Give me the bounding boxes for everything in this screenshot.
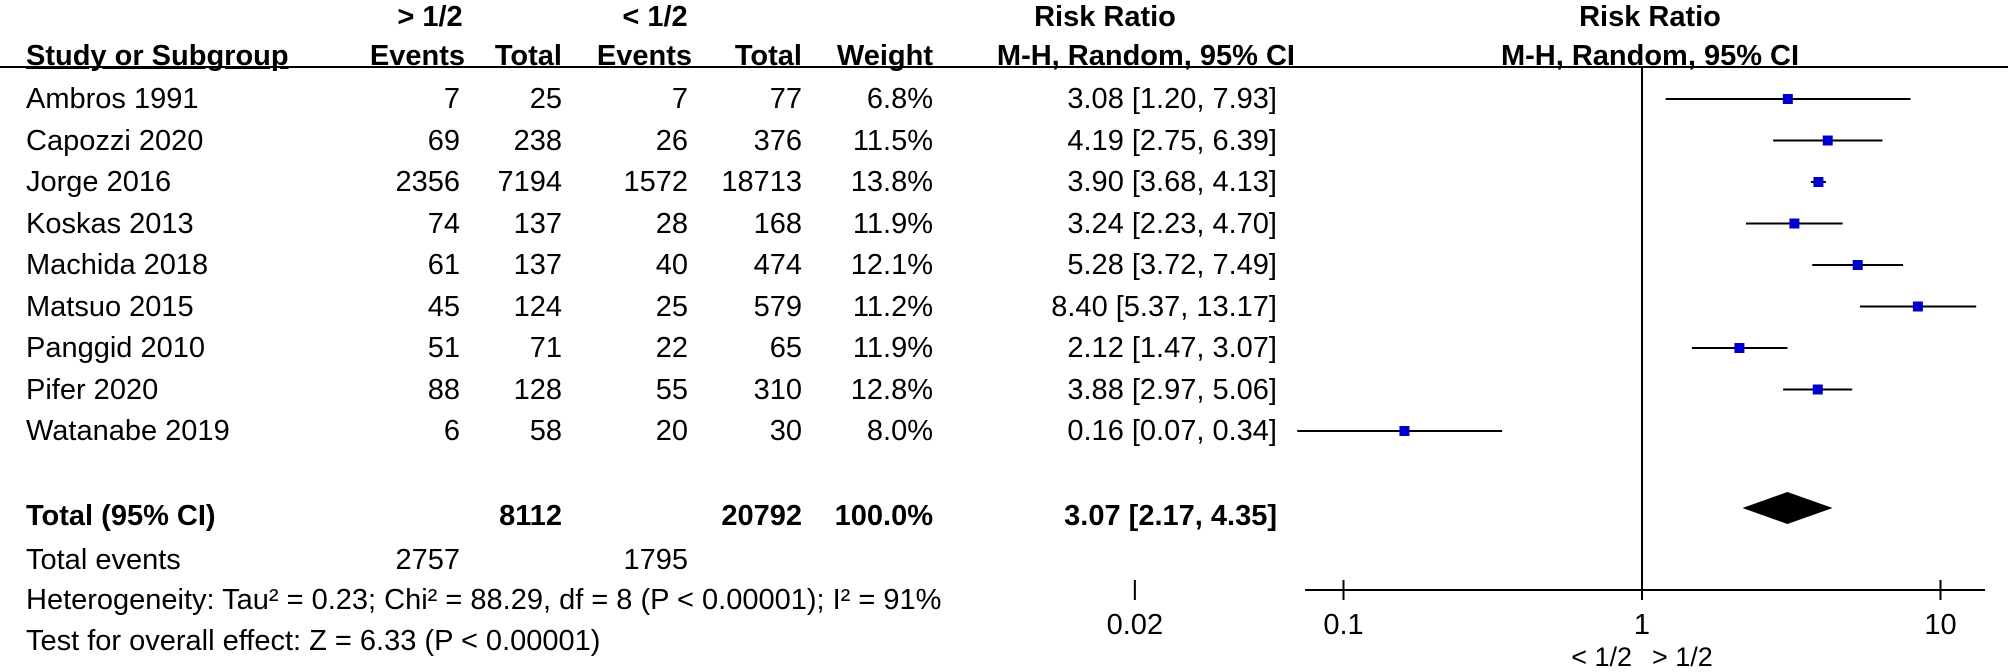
total-t1: 8112: [499, 500, 562, 532]
study-ci: 2.12 [1.47, 3.07]: [1067, 332, 1277, 364]
study-name: Ambros 1991: [26, 83, 199, 115]
study-weight: 11.2%: [852, 291, 933, 323]
study-weight: 8.0%: [866, 415, 933, 447]
point-marker: [1782, 94, 1793, 104]
favours-right-label: > 1/2: [1652, 642, 1713, 672]
x-tick-label: 1: [1634, 609, 1650, 641]
study-total2: 579: [753, 291, 802, 323]
total-events-e1: 2757: [395, 544, 460, 576]
study-total2: 30: [769, 415, 802, 447]
study-ci: 3.24 [2.23, 4.70]: [1067, 208, 1277, 240]
study-events2: 40: [655, 249, 688, 281]
study-name: Capozzi 2020: [26, 125, 204, 157]
study-total1: 137: [513, 208, 562, 240]
study-total2: 168: [753, 208, 802, 240]
point-marker: [1399, 426, 1410, 436]
study-events1: 6: [443, 415, 460, 447]
total-events-label: Total events: [26, 544, 181, 576]
effect-title: Risk Ratio: [1034, 1, 1176, 33]
study-total1: 238: [513, 125, 562, 157]
point-marker: [1789, 218, 1800, 229]
study-total2: 18713: [721, 166, 802, 198]
study-total1: 128: [513, 374, 562, 406]
study-name: Watanabe 2019: [26, 415, 230, 447]
point-marker: [1813, 177, 1824, 187]
study-total1: 137: [513, 249, 562, 281]
group2-header: < 1/2: [622, 1, 688, 33]
study-total1: 71: [529, 332, 562, 364]
study-total2: 474: [753, 249, 802, 281]
pooled-diamond: [1742, 492, 1833, 524]
study-ci: 4.19 [2.75, 6.39]: [1067, 125, 1277, 157]
study-total2: 65: [769, 332, 802, 364]
study-events2: 26: [655, 125, 688, 157]
point-marker: [1912, 301, 1923, 312]
study-events1: 61: [427, 249, 460, 281]
study-total2: 77: [769, 83, 802, 115]
study-weight: 12.8%: [850, 374, 933, 406]
point-marker: [1822, 135, 1833, 146]
study-name: Koskas 2013: [26, 208, 194, 240]
study-events2: 1572: [623, 166, 688, 198]
point-marker: [1734, 343, 1745, 353]
study-weight: 11.5%: [852, 125, 933, 157]
study-weight: 11.9%: [852, 332, 933, 364]
point-marker: [1852, 260, 1863, 270]
total-weight: 100.0%: [834, 500, 933, 532]
study-events1: 7: [443, 83, 460, 115]
study-weight: 11.9%: [852, 208, 933, 240]
overall-effect-text: Test for overall effect: Z = 6.33 (P < 0…: [26, 625, 601, 657]
study-events2: 55: [655, 374, 688, 406]
study-events1: 74: [427, 208, 460, 240]
study-total1: 58: [529, 415, 562, 447]
favours-left-label: < 1/2: [1571, 642, 1632, 672]
study-events1: 88: [427, 374, 460, 406]
study-total2: 310: [753, 374, 802, 406]
study-ci: 3.90 [3.68, 4.13]: [1067, 166, 1277, 198]
study-name: Jorge 2016: [26, 166, 172, 198]
x-tick-label: 0.02: [1107, 609, 1163, 641]
study-weight: 6.8%: [866, 83, 933, 115]
study-total1: 7194: [497, 166, 562, 198]
study-ci: 0.16 [0.07, 0.34]: [1067, 415, 1277, 447]
point-marker: [1812, 384, 1823, 395]
study-name: Machida 2018: [26, 249, 209, 281]
total-t2: 20792: [721, 500, 802, 532]
study-weight: 12.1%: [850, 249, 933, 281]
study-events2: 25: [655, 291, 688, 323]
study-total1: 124: [513, 291, 562, 323]
total-events-e2: 1795: [623, 544, 688, 576]
study-name: Pifer 2020: [26, 374, 159, 406]
x-tick-label: 0.1: [1323, 609, 1363, 641]
total-ci: 3.07 [2.17, 4.35]: [1064, 500, 1277, 532]
study-events1: 51: [427, 332, 460, 364]
study-name: Panggid 2010: [26, 332, 205, 364]
plot-title: Risk Ratio: [1579, 1, 1721, 33]
study-total1: 25: [529, 83, 562, 115]
study-events2: 7: [671, 83, 688, 115]
study-ci: 3.88 [2.97, 5.06]: [1067, 374, 1277, 406]
total-label: Total (95% CI): [26, 500, 216, 532]
study-events2: 28: [655, 208, 688, 240]
study-events2: 22: [655, 332, 688, 364]
study-ci: 8.40 [5.37, 13.17]: [1051, 291, 1277, 323]
study-ci: 3.08 [1.20, 7.93]: [1067, 83, 1277, 115]
study-ci: 5.28 [3.72, 7.49]: [1067, 249, 1277, 281]
heterogeneity-text: Heterogeneity: Tau² = 0.23; Chi² = 88.29…: [26, 584, 942, 616]
study-events2: 20: [655, 415, 688, 447]
study-name: Matsuo 2015: [26, 291, 194, 323]
group1-header: > 1/2: [397, 1, 463, 33]
study-events1: 45: [427, 291, 460, 323]
study-events1: 2356: [395, 166, 460, 198]
x-tick-label: 10: [1924, 609, 1956, 641]
study-weight: 13.8%: [850, 166, 933, 198]
study-total2: 376: [753, 125, 802, 157]
study-events1: 69: [427, 125, 460, 157]
